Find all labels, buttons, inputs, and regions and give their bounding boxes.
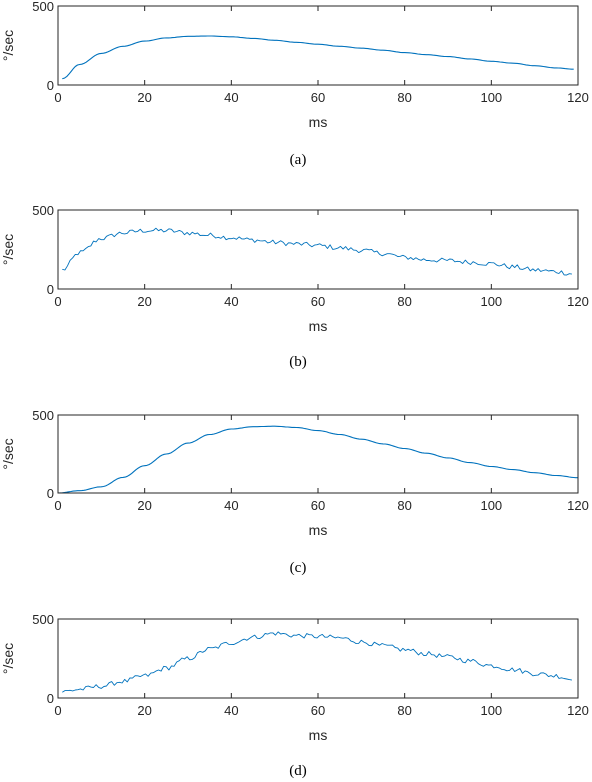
- panel-caption: (b): [289, 354, 307, 370]
- x-tick-label: 80: [397, 703, 411, 718]
- y-axis-label: °/sec: [0, 234, 16, 265]
- x-tick-label: 0: [54, 498, 61, 513]
- y-tick-label: 0: [47, 282, 54, 297]
- plot-frame: [57, 414, 579, 494]
- y-tick-label: 0: [47, 78, 54, 93]
- y-tick-label: 500: [32, 612, 54, 627]
- y-axis-label: °/sec: [0, 438, 16, 469]
- x-tick-label: 0: [54, 90, 61, 105]
- x-tick-label: 40: [224, 294, 238, 309]
- x-tick-label: 20: [137, 294, 151, 309]
- x-tick-label: 0: [54, 703, 61, 718]
- panel-caption: (c): [290, 560, 307, 576]
- x-tick-label: 120: [567, 703, 589, 718]
- x-tick-label: 20: [137, 498, 151, 513]
- data-line: [62, 631, 572, 693]
- x-tick-label: 40: [224, 703, 238, 718]
- plot-frame: [57, 618, 579, 699]
- x-tick-label: 60: [311, 294, 325, 309]
- chart-panel: 0 20 40 60 80 100 120 0 500 ms °/sec (b): [0, 203, 589, 370]
- y-axis-label: °/sec: [0, 30, 16, 61]
- data-line: [62, 35, 574, 80]
- y-tick-label: 500: [32, 408, 54, 423]
- panel-caption: (d): [289, 763, 307, 779]
- x-axis-label: ms: [309, 727, 328, 743]
- y-axis-label: °/sec: [0, 643, 16, 674]
- y-tick-label: 500: [32, 0, 54, 14]
- x-axis-label: ms: [309, 318, 328, 334]
- chart-panel: 0 20 40 60 80 100 120 0 500 ms °/sec (d): [0, 612, 589, 779]
- x-tick-label: 40: [224, 90, 238, 105]
- x-tick-label: 0: [54, 294, 61, 309]
- y-tick-label: 0: [47, 486, 54, 501]
- x-axis-label: ms: [309, 522, 328, 538]
- x-tick-label: 20: [137, 703, 151, 718]
- data-line: [62, 227, 572, 276]
- y-tick-label: 500: [32, 203, 54, 218]
- chart-panel: 0 20 40 60 80 100 120 0 500 ms °/sec (a): [0, 0, 589, 168]
- x-tick-label: 100: [480, 498, 502, 513]
- x-tick-label: 80: [397, 90, 411, 105]
- x-tick-label: 120: [567, 498, 589, 513]
- x-tick-label: 80: [397, 498, 411, 513]
- x-tick-label: 120: [567, 294, 589, 309]
- panel-caption: (a): [290, 152, 307, 168]
- chart-panel: 0 20 40 60 80 100 120 0 500 ms °/sec (c): [0, 408, 589, 576]
- x-tick-label: 60: [311, 498, 325, 513]
- x-tick-label: 120: [567, 90, 589, 105]
- plot-frame: [57, 209, 579, 290]
- x-tick-label: 60: [311, 90, 325, 105]
- x-tick-label: 100: [480, 90, 502, 105]
- data-line: [57, 425, 578, 494]
- x-tick-label: 60: [311, 703, 325, 718]
- x-tick-label: 100: [480, 703, 502, 718]
- x-tick-label: 20: [137, 90, 151, 105]
- x-tick-label: 100: [480, 294, 502, 309]
- y-tick-label: 0: [47, 691, 54, 706]
- x-axis-label: ms: [309, 114, 328, 130]
- x-tick-label: 40: [224, 498, 238, 513]
- plot-frame: [57, 5, 579, 86]
- x-tick-label: 80: [397, 294, 411, 309]
